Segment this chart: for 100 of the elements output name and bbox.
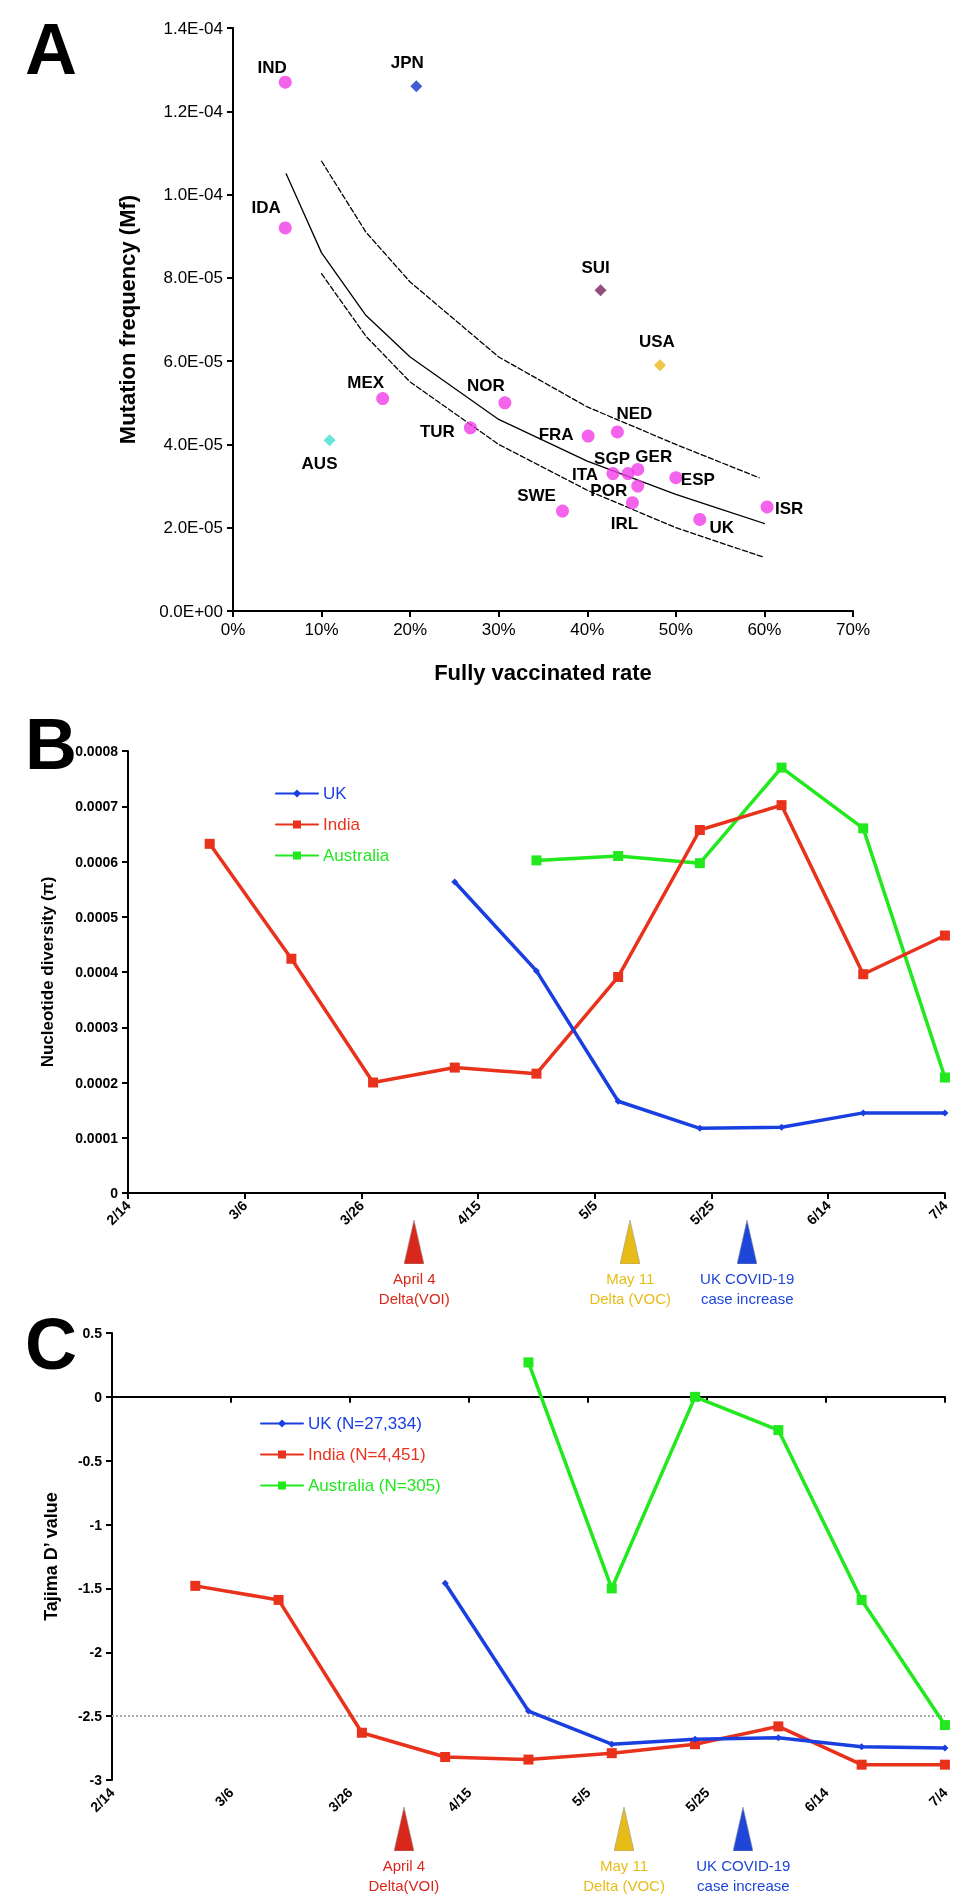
point <box>856 1594 867 1605</box>
point <box>606 1748 617 1759</box>
y-tick-label: 8.0E-05 <box>163 268 223 288</box>
point <box>856 1759 867 1770</box>
point <box>939 1720 950 1731</box>
y-tick-label: 0 <box>94 1388 103 1405</box>
point <box>773 1425 784 1436</box>
y-axis-title: Nucleotide diversity (π) <box>38 876 57 1068</box>
annotation: IND <box>257 57 287 77</box>
point <box>449 1062 460 1073</box>
chart-title: B <box>25 704 77 784</box>
y-tick-label: 1.0E-04 <box>163 185 223 205</box>
point <box>498 396 512 410</box>
point <box>690 1391 701 1402</box>
x-tick-label: 6/14 <box>801 1784 832 1815</box>
y-tick-label: -2.5 <box>77 1708 103 1725</box>
y-tick-label: -1 <box>89 1516 103 1533</box>
y-tick-label: 0.0007 <box>75 798 119 815</box>
chart-title: C <box>25 1304 77 1384</box>
annotation: NOR <box>467 376 505 396</box>
y-tick-label: 2.0E-05 <box>163 518 223 538</box>
point <box>939 1072 950 1083</box>
y-tick-label: -3 <box>89 1772 103 1788</box>
point <box>773 1721 784 1732</box>
x-tick-label: 5/5 <box>568 1784 594 1810</box>
point <box>694 858 705 869</box>
x-tick-label: 30% <box>481 620 516 639</box>
annotation: USA <box>638 331 675 351</box>
y-tick-label: 0.0005 <box>75 908 119 925</box>
point <box>441 1579 449 1587</box>
x-axis-title: Fully vaccinated rate <box>434 659 652 685</box>
annotation: GER <box>635 446 673 466</box>
point <box>939 1759 950 1770</box>
point <box>323 434 336 447</box>
x-tick-label: 60% <box>747 620 782 639</box>
legend-label: Australia (N=305) <box>308 1476 441 1495</box>
point <box>625 496 639 510</box>
point <box>278 75 292 89</box>
point <box>523 1357 534 1368</box>
point <box>859 1109 867 1117</box>
annotation: SUI <box>581 257 610 277</box>
point <box>776 762 787 773</box>
x-tick-label: 6/14 <box>803 1197 835 1228</box>
point <box>531 1068 542 1079</box>
y-tick-label: 0.0004 <box>75 964 119 980</box>
point <box>694 825 705 836</box>
legend-label: UK (N=27,334) <box>308 1414 422 1433</box>
legend-label: India <box>323 815 361 834</box>
annotation: JPN <box>390 52 424 72</box>
y-tick-label: 1.2E-04 <box>163 101 223 121</box>
point <box>451 878 459 886</box>
point <box>606 1583 617 1594</box>
x-tick-label: 40% <box>570 620 605 639</box>
y-tick-label: 0.0001 <box>75 1129 119 1146</box>
point <box>532 967 540 975</box>
point <box>613 971 624 982</box>
x-tick-label: 10% <box>304 620 339 639</box>
point <box>858 969 869 980</box>
point <box>653 359 666 372</box>
point <box>631 479 645 493</box>
point <box>376 392 390 406</box>
x-tick-label: 7/4 <box>925 1197 951 1223</box>
point <box>356 1727 367 1738</box>
x-tick-label: 3/6 <box>225 1197 251 1223</box>
annotation: AUS <box>301 453 338 473</box>
y-tick-label: -2 <box>89 1644 103 1661</box>
point <box>273 1594 284 1605</box>
x-tick-label: 3/6 <box>211 1784 237 1810</box>
y-axis-title: Mutation frequency (Mf) <box>114 194 140 445</box>
point <box>440 1752 451 1763</box>
point <box>204 838 215 849</box>
y-tick-label: 0.0003 <box>75 1019 119 1036</box>
annotation: UK <box>709 517 735 537</box>
y-tick-label: 1.4E-04 <box>163 18 223 38</box>
legend-label: UK <box>323 784 348 803</box>
point <box>693 512 707 526</box>
point <box>524 1707 532 1715</box>
y-tick-label: 0.0006 <box>75 853 119 870</box>
text: April 4 Delta(VOI) <box>367 1856 441 1896</box>
point <box>278 221 292 235</box>
y-tick-label: -1.5 <box>77 1580 103 1597</box>
text: UK COVID-19 case increase <box>700 1270 795 1307</box>
point <box>556 504 569 518</box>
y-tick-label: 0.0002 <box>75 1074 119 1091</box>
point <box>631 462 645 476</box>
point <box>939 930 950 941</box>
point <box>941 1109 949 1117</box>
y-tick-label: 4.0E-05 <box>163 434 223 454</box>
annotation: ESP <box>680 470 715 490</box>
point <box>778 1123 786 1131</box>
point <box>610 425 624 439</box>
point <box>776 800 787 811</box>
annotation: IRL <box>610 514 639 534</box>
annotation: SWE <box>517 485 556 505</box>
chart-title: A <box>25 9 77 89</box>
y-axis-title: Tajima D’ value <box>41 1492 61 1621</box>
text: UK COVID-19 case increase <box>696 1857 791 1894</box>
x-tick-label: 0% <box>220 620 246 639</box>
x-tick-label: 70% <box>835 620 871 639</box>
annotation: TUR <box>419 422 455 442</box>
